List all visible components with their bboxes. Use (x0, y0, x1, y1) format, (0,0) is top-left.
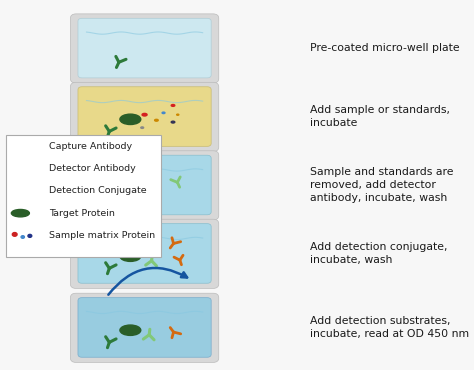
Ellipse shape (171, 121, 175, 123)
Ellipse shape (177, 114, 179, 115)
Ellipse shape (21, 236, 24, 238)
FancyBboxPatch shape (78, 155, 211, 215)
Ellipse shape (120, 251, 141, 261)
Text: Capture Antibody: Capture Antibody (49, 142, 132, 151)
FancyBboxPatch shape (78, 297, 211, 357)
Text: Add sample or standards,
incubate: Add sample or standards, incubate (310, 105, 450, 128)
Text: Sample matrix Protein: Sample matrix Protein (49, 231, 155, 240)
Ellipse shape (120, 325, 141, 335)
Ellipse shape (11, 209, 29, 217)
Ellipse shape (171, 104, 175, 107)
Ellipse shape (120, 114, 141, 124)
Text: Sample and standards are
removed, add detector
antibody, incubate, wash: Sample and standards are removed, add de… (310, 167, 454, 203)
FancyBboxPatch shape (6, 135, 161, 257)
Ellipse shape (12, 233, 17, 236)
Text: Target Protein: Target Protein (49, 209, 115, 218)
FancyBboxPatch shape (70, 14, 219, 83)
Ellipse shape (28, 235, 32, 238)
FancyBboxPatch shape (70, 82, 219, 152)
FancyBboxPatch shape (78, 18, 211, 78)
FancyBboxPatch shape (78, 223, 211, 283)
Ellipse shape (120, 182, 141, 193)
Text: Add detection substrates,
incubate, read at OD 450 nm: Add detection substrates, incubate, read… (310, 316, 470, 339)
Text: Detector Antibody: Detector Antibody (49, 164, 136, 173)
Text: Pre-coated micro-well plate: Pre-coated micro-well plate (310, 43, 460, 53)
FancyBboxPatch shape (70, 151, 219, 220)
Text: Detection Conjugate: Detection Conjugate (49, 186, 146, 195)
Text: Add detection conjugate,
incubate, wash: Add detection conjugate, incubate, wash (310, 242, 448, 265)
Ellipse shape (162, 112, 165, 114)
Ellipse shape (142, 113, 147, 116)
Ellipse shape (141, 127, 144, 128)
FancyBboxPatch shape (78, 87, 211, 146)
Ellipse shape (155, 119, 158, 121)
FancyBboxPatch shape (70, 293, 219, 363)
FancyBboxPatch shape (70, 219, 219, 289)
